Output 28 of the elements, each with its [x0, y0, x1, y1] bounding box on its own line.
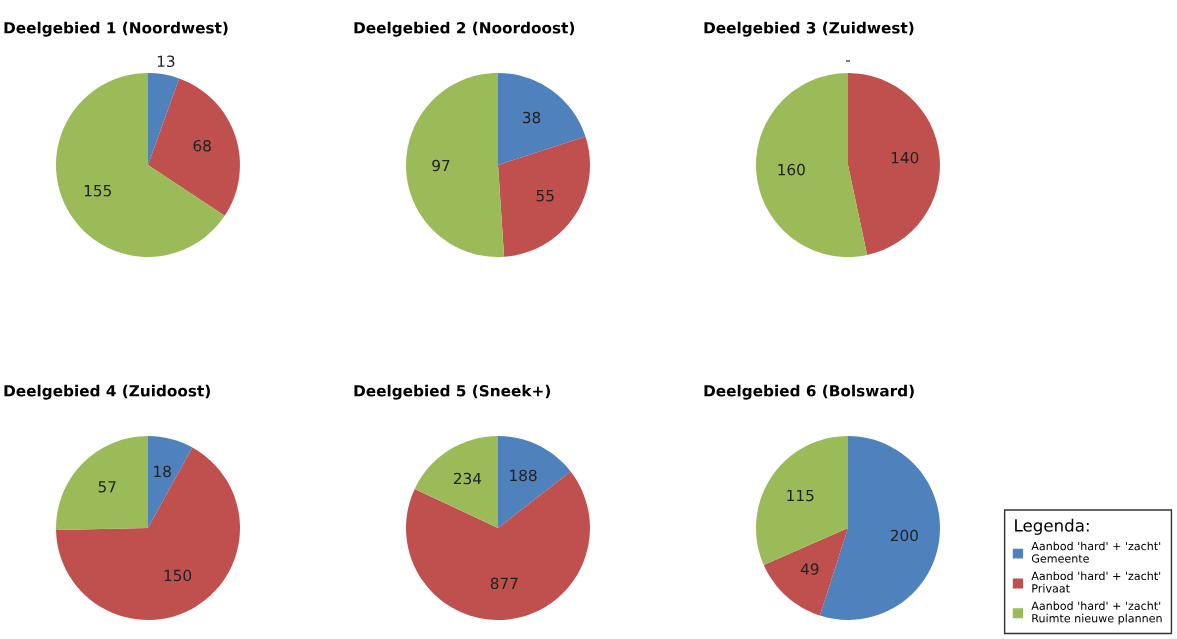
data-label: 188	[510, 469, 537, 482]
chart-title: Deelgebied 2 (Noordoost)	[354, 21, 575, 37]
data-label: 68	[193, 139, 211, 152]
data-label: 115	[787, 489, 814, 502]
chart-title: Deelgebied 5 (Sneek+)	[354, 384, 550, 400]
data-label: 38	[522, 111, 541, 124]
data-label: 57	[98, 481, 116, 493]
legend-label: Aanbod 'hard' + 'zacht' Privaat	[1031, 571, 1161, 593]
legend-label: Aanbod 'hard' + 'zacht' Ruimte nieuwe plannen	[1031, 601, 1162, 625]
chart-title: Deelgebied 1 (Noordwest)	[4, 21, 228, 37]
data-label: 877	[490, 577, 518, 590]
data-label: 150	[164, 569, 192, 582]
data-label: 200	[890, 529, 918, 542]
data-label: 18	[154, 465, 171, 478]
data-label: 160	[778, 163, 805, 176]
data-label: 140	[891, 151, 919, 164]
data-label: 234	[453, 472, 482, 485]
data-label: 155	[84, 185, 111, 197]
chart-title: Deelgebied 6 (Bolsward)	[704, 384, 914, 400]
chart-title: Deelgebied 3 (Zuidwest)	[704, 21, 914, 37]
legend-title: Legenda:	[1015, 518, 1089, 535]
data-label: 97	[432, 159, 450, 172]
data-label: 49	[800, 563, 819, 575]
text: -	[845, 60, 851, 62]
chart-title: Deelgebied 4 (Zuidoost)	[4, 384, 210, 400]
legend-label: Aanbod 'hard' + 'zacht' Gemeente	[1031, 541, 1161, 563]
data-label: 13	[157, 55, 175, 68]
data-label: 55	[536, 190, 554, 202]
